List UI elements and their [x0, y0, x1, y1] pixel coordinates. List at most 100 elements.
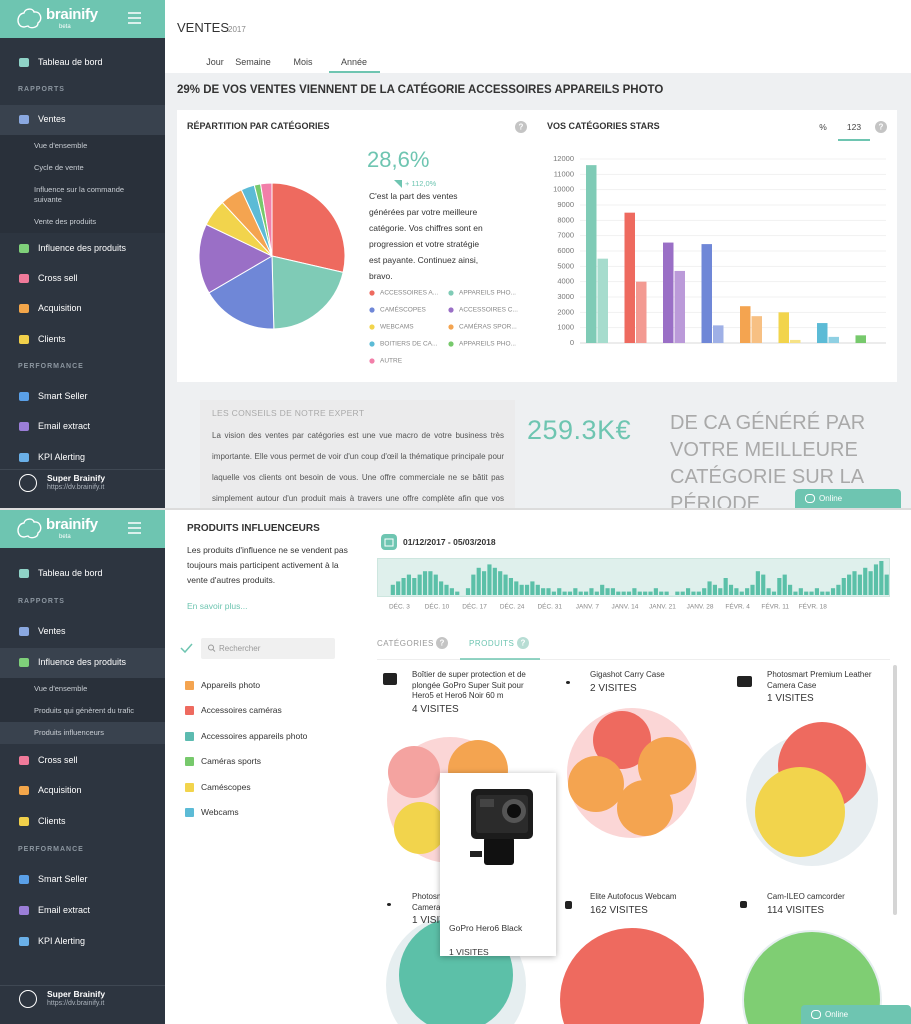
chat-button[interactable]: Online: [795, 489, 901, 508]
active-row: [0, 722, 165, 744]
nav-item[interactable]: Ventes: [38, 114, 66, 124]
product-card[interactable]: Cam-ILEO camcorder 114 VISITES: [767, 892, 887, 917]
nav-item[interactable]: Clients: [38, 334, 66, 344]
change-value: + 112,0%: [405, 179, 437, 188]
period-tab[interactable]: Semaine: [235, 57, 271, 67]
nav-item[interactable]: Acquisition: [38, 785, 82, 795]
chat-icon: [805, 494, 815, 503]
x-tick-label: JANV. 14: [611, 604, 638, 611]
nav-item[interactable]: Smart Seller: [38, 874, 88, 884]
nav-item[interactable]: Smart Seller: [38, 391, 88, 401]
nav-item[interactable]: Tableau de bord: [38, 57, 103, 67]
nav-item[interactable]: Clients: [38, 816, 66, 826]
user-url: https://dv.brainify.it: [47, 1000, 105, 1007]
filter-checkbox[interactable]: [185, 681, 194, 690]
period-tab[interactable]: Jour: [206, 57, 224, 67]
user-url: https://dv.brainify.it: [47, 484, 105, 491]
nav-subitem[interactable]: Produits influenceurs: [34, 728, 105, 737]
learn-more[interactable]: En savoir plus...: [187, 601, 248, 611]
product-card[interactable]: Photosmart Premium Leather Camera Case 1 …: [767, 670, 891, 705]
nav-subitem[interactable]: Vente des produits: [34, 217, 97, 226]
filter-label[interactable]: Webcams: [201, 807, 239, 817]
nav-icon: [19, 627, 29, 636]
filter-label[interactable]: Accessoires caméras: [201, 705, 282, 715]
nav-icon: [19, 906, 29, 915]
kpi-caption: DE CA GÉNÉRÉ PAR VOTRE MEILLEURE CATÉGOR…: [670, 412, 866, 508]
nav-icon: [19, 569, 29, 578]
active-row: [0, 135, 165, 233]
sidebar-header: brainify beta: [0, 0, 165, 38]
toggle[interactable]: 123: [846, 122, 862, 132]
nav-item[interactable]: Email extract: [38, 905, 91, 915]
filter-checkbox[interactable]: [185, 808, 194, 817]
product-thumb: [566, 681, 570, 684]
product-visits: 2 VISITES: [590, 682, 637, 694]
bubble: [388, 746, 440, 798]
bubble: [746, 734, 878, 866]
product-name: Gigashot Carry Case: [590, 670, 665, 679]
nav-item[interactable]: Ventes: [38, 626, 66, 636]
camera-screen: [480, 799, 494, 807]
nav-item[interactable]: Cross sell: [38, 273, 78, 283]
x-tick-label: DÉC. 10: [425, 602, 450, 611]
sidebar: brainify beta Tableau de bord RAPPORTS Vente…: [0, 0, 165, 508]
nav-subitem[interactable]: Influence sur la commande suivante: [34, 185, 125, 204]
nav-subitem[interactable]: Cycle de vente: [34, 163, 84, 172]
chat-button[interactable]: Online: [801, 1005, 911, 1024]
nav-item[interactable]: Cross sell: [38, 755, 78, 765]
filter-label[interactable]: Caméras sports: [201, 756, 261, 766]
filter-checkbox[interactable]: [185, 783, 194, 792]
product-visits: 1 VISITES: [412, 915, 459, 926]
search-box[interactable]: [201, 638, 335, 659]
product-thumb: [383, 673, 397, 685]
screen-influence: brainify beta Tableau de bord RAPPORTS Vente…: [0, 510, 911, 1024]
nav-subitem[interactable]: Vue d'ensemble: [34, 141, 88, 150]
filter-label[interactable]: Accessoires appareils photo: [201, 731, 308, 741]
nav-item[interactable]: Tableau de bord: [38, 568, 103, 578]
nav-subitem[interactable]: Produits qui génèrent du trafic: [34, 706, 135, 715]
camera-mount: [484, 837, 514, 865]
avatar: [19, 474, 37, 492]
product-card[interactable]: Gigashot Carry Case 2 VISITES: [590, 670, 710, 695]
logo-icon: [17, 8, 42, 29]
nav-icon: [19, 875, 29, 884]
help-icon: [517, 637, 529, 649]
nav-item[interactable]: Influence des produits: [38, 243, 127, 253]
help-mark: ?: [440, 639, 445, 648]
product-card[interactable]: Boîtier de super protection et de plongé…: [412, 670, 536, 716]
separator: [0, 985, 165, 986]
nav-icon: [19, 817, 29, 826]
headline: 29% DE VOS VENTES VIENNENT DE LA CATÉGOR…: [177, 84, 664, 96]
page-title: VENTES: [177, 20, 230, 35]
filter-checkbox[interactable]: [185, 757, 194, 766]
product-card[interactable]: Elite Autofocus Webcam 162 VISITES: [590, 892, 710, 917]
expert-text: La vision des ventes par catégories est …: [212, 431, 504, 503]
filter-checkbox[interactable]: [185, 706, 194, 715]
nav-icon: [19, 453, 29, 462]
bubble: [617, 780, 673, 836]
toggle[interactable]: %: [819, 122, 827, 132]
toggle-underline: [838, 139, 870, 141]
tab[interactable]: PRODUITS: [469, 639, 515, 648]
period-tab[interactable]: Année: [340, 57, 368, 67]
nav-item[interactable]: Influence des produits: [38, 657, 127, 667]
nav-icon: [19, 244, 29, 253]
nav-item[interactable]: KPI Alerting: [38, 936, 86, 946]
product-name: Boîtier de super protection et de plongé…: [412, 670, 526, 700]
nav-item[interactable]: Email extract: [38, 421, 91, 431]
bubble: [567, 708, 697, 838]
nav-item[interactable]: KPI Alerting: [38, 452, 86, 462]
tooltip-image: [470, 789, 533, 865]
date-range: 01/12/2017 - 05/03/2018: [403, 537, 496, 547]
product-thumb: [737, 676, 752, 687]
nav-item[interactable]: Acquisition: [38, 303, 82, 313]
brand-tag: beta: [59, 534, 71, 540]
filter-checkbox[interactable]: [185, 732, 194, 741]
filter-label[interactable]: Caméscopes: [201, 782, 251, 792]
filter-label[interactable]: Appareils photo: [201, 680, 261, 690]
period-tab[interactable]: Mois: [293, 57, 313, 67]
panel-title: VOS CATÉGORIES STARS: [547, 121, 660, 131]
nav-subitem[interactable]: Vue d'ensemble: [34, 684, 88, 693]
nav-icon: [19, 58, 29, 67]
tab[interactable]: CATÉGORIES: [377, 639, 434, 648]
